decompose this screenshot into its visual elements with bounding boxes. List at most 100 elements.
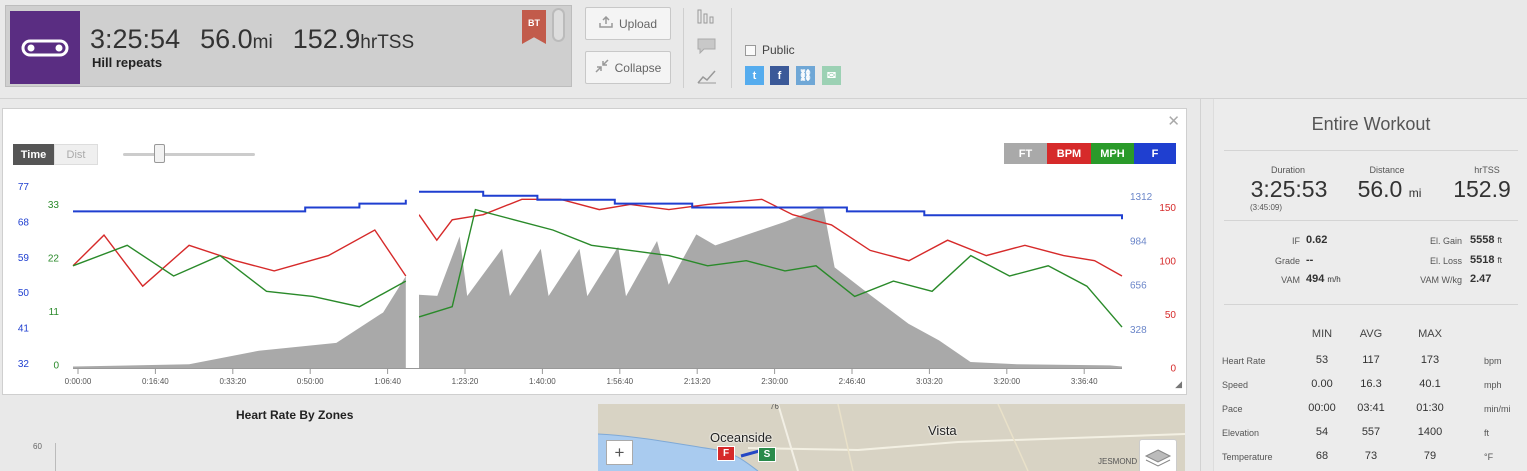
- workout-tss-unit: hrTSS: [360, 32, 415, 53]
- map-label-vista: Vista: [928, 423, 957, 438]
- facebook-icon[interactable]: f: [770, 66, 789, 85]
- hr-zones-axis-tick: 60: [33, 442, 42, 451]
- map-route-marker: 76: [770, 404, 779, 411]
- stats-unit: bpm: [1484, 356, 1502, 366]
- collapse-icon: [595, 59, 609, 76]
- duration-sub: (3:45:09): [1250, 203, 1283, 212]
- zoom-slider-handle[interactable]: [154, 144, 165, 163]
- axis-tick-temperature: 59: [18, 253, 30, 264]
- public-label: Public: [762, 43, 795, 57]
- stats-unit: min/mi: [1484, 404, 1511, 414]
- workout-tss: 152.9: [292, 24, 361, 54]
- stats-row-label: Speed: [1222, 380, 1249, 390]
- map-terrain: [598, 404, 1185, 471]
- trend-chart-icon[interactable]: [697, 68, 717, 84]
- vam-label: VAM: [1281, 275, 1300, 285]
- bar-chart-icon[interactable]: [697, 8, 717, 24]
- right-panel-divider: [1200, 99, 1201, 471]
- public-option[interactable]: Public: [745, 43, 795, 57]
- el-loss-label: El. Loss: [1429, 256, 1462, 266]
- panel-title: Entire Workout: [1311, 114, 1431, 134]
- series-bpm-line: [418, 198, 1123, 277]
- series-ft-area: [73, 274, 406, 368]
- stats-unit: °F: [1484, 452, 1494, 462]
- stats-min-value: 0.00: [1311, 378, 1333, 390]
- x-axis-tick-label: 0:00:00: [65, 377, 92, 386]
- axis-tick-temperature: 50: [18, 288, 30, 299]
- x-axis-tick-label: 0:33:20: [219, 377, 246, 386]
- chip-f[interactable]: F: [1134, 143, 1176, 164]
- if-value: 0.62: [1306, 234, 1328, 246]
- chip-bpm[interactable]: BPM: [1047, 143, 1091, 164]
- series-bpm-line: [72, 229, 407, 288]
- vam-wkg-value: 2.47: [1470, 273, 1492, 285]
- panel-divider-3: [1224, 304, 1518, 305]
- workout-chart-panel: 77 68 59 50 41 32 33 22 11 0 1312 984 656 328 150 100 50…: [2, 108, 1187, 395]
- hr-zones-axis: [55, 443, 56, 471]
- axis-tick-temperature: 68: [18, 217, 30, 228]
- axis-tick-heart-rate: 150: [1159, 203, 1176, 214]
- stats-unit: ft: [1484, 428, 1490, 438]
- x-axis-tick-label: 2:13:20: [684, 377, 711, 386]
- toggle-dist[interactable]: Dist: [54, 144, 98, 165]
- scroll-handle[interactable]: [552, 8, 565, 42]
- hr-zones-title: Heart Rate By Zones: [236, 408, 354, 422]
- if-label: IF: [1292, 236, 1300, 246]
- grade-label: Grade: [1274, 256, 1300, 266]
- resize-handle-icon[interactable]: ◢: [1175, 379, 1182, 389]
- upload-button[interactable]: Upload: [585, 7, 671, 40]
- series-ft-line: [418, 204, 1123, 367]
- stats-avg-value: 03:41: [1357, 402, 1385, 414]
- distance-label: Distance: [1369, 165, 1405, 175]
- workout-stats: 3:25:54 56.0mi 152.9hrTSS: [90, 24, 414, 55]
- finish-pin[interactable]: F: [717, 446, 735, 461]
- chip-mph[interactable]: MPH: [1091, 143, 1134, 164]
- series-mph-line: [418, 208, 1123, 328]
- duration-label: Duration: [1270, 165, 1306, 175]
- axis-tick-speed: 33: [48, 200, 60, 211]
- upload-icon: [599, 15, 613, 31]
- toolbar-divider-2: [731, 8, 732, 88]
- collapse-label: Collapse: [614, 60, 662, 75]
- series-ft-area: [419, 205, 1122, 368]
- stats-row-label: Elevation: [1222, 428, 1260, 438]
- map-layers-icon[interactable]: [1139, 439, 1177, 471]
- series-f-line: [73, 199, 407, 213]
- el-loss-unit: ft: [1497, 256, 1502, 265]
- stats-row-label: Pace: [1222, 404, 1243, 414]
- toolbar-divider: [683, 8, 684, 88]
- route-map[interactable]: + Oceanside Vista 76 JESMOND F S: [598, 404, 1185, 471]
- header-divider: [0, 98, 1527, 99]
- stats-max-value: 40.1: [1419, 378, 1441, 390]
- comment-icon[interactable]: [697, 38, 717, 55]
- axis-tick-elevation: 984: [1130, 236, 1147, 247]
- vam-wkg-label: VAM W/kg: [1420, 275, 1462, 285]
- stats-unit: mph: [1484, 380, 1502, 390]
- axis-tick-speed: 22: [48, 254, 60, 265]
- chip-ft[interactable]: FT: [1004, 143, 1047, 164]
- axis-tick-heart-rate: 50: [1165, 310, 1177, 321]
- close-icon[interactable]: ✕: [1167, 113, 1180, 130]
- stats-row-label: Heart Rate: [1222, 356, 1266, 366]
- x-axis-tick-label: 3:03:20: [916, 377, 943, 386]
- x-axis-tick-label: 1:40:00: [529, 377, 556, 386]
- email-icon[interactable]: ✉: [822, 66, 841, 85]
- map-zoom-in-button[interactable]: +: [606, 440, 633, 465]
- collapse-button[interactable]: Collapse: [585, 51, 671, 84]
- public-checkbox[interactable]: [745, 44, 756, 56]
- axis-tick-elevation: 656: [1130, 281, 1147, 292]
- distance-unit: mi: [1408, 186, 1422, 200]
- workout-chart[interactable]: 77 68 59 50 41 32 33 22 11 0 1312 984 656 328 150 100 50…: [3, 109, 1188, 396]
- vam-number: 494: [1306, 273, 1325, 285]
- start-pin[interactable]: S: [758, 447, 776, 462]
- bike-icon: [10, 11, 80, 84]
- x-axis-tick-label: 3:20:00: [993, 377, 1020, 386]
- axis-tick-temperature: 41: [18, 324, 30, 335]
- twitter-icon[interactable]: t: [745, 66, 764, 85]
- link-icon[interactable]: ⛓: [796, 66, 815, 85]
- workout-title[interactable]: Hill repeats: [92, 55, 163, 70]
- toggle-time[interactable]: Time: [13, 144, 54, 165]
- el-gain-unit: ft: [1497, 236, 1502, 245]
- bt-badge[interactable]: BT: [522, 10, 546, 44]
- zoom-slider-track[interactable]: [123, 153, 255, 156]
